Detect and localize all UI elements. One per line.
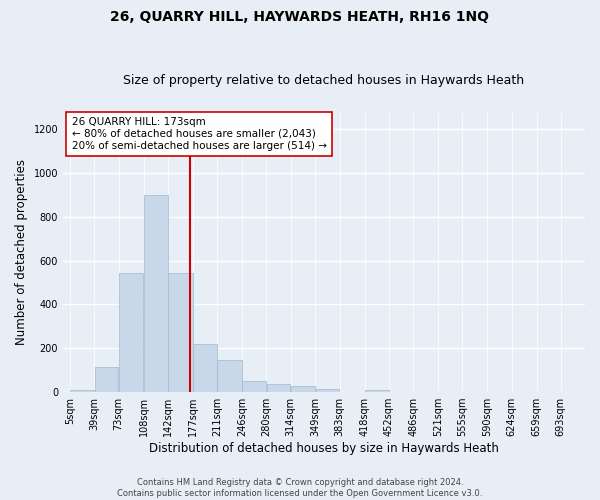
Text: 26, QUARRY HILL, HAYWARDS HEATH, RH16 1NQ: 26, QUARRY HILL, HAYWARDS HEATH, RH16 1N…: [110, 10, 490, 24]
Title: Size of property relative to detached houses in Haywards Heath: Size of property relative to detached ho…: [124, 74, 524, 87]
X-axis label: Distribution of detached houses by size in Haywards Heath: Distribution of detached houses by size …: [149, 442, 499, 455]
Bar: [266, 384, 290, 392]
Text: 26 QUARRY HILL: 173sqm
← 80% of detached houses are smaller (2,043)
20% of semi-: 26 QUARRY HILL: 173sqm ← 80% of detached…: [71, 118, 326, 150]
Bar: [144, 195, 167, 392]
Bar: [168, 272, 193, 392]
Bar: [365, 390, 389, 392]
Bar: [217, 360, 242, 392]
Bar: [242, 381, 266, 392]
Bar: [193, 344, 217, 392]
Text: Contains HM Land Registry data © Crown copyright and database right 2024.
Contai: Contains HM Land Registry data © Crown c…: [118, 478, 482, 498]
Y-axis label: Number of detached properties: Number of detached properties: [15, 159, 28, 345]
Bar: [95, 367, 118, 392]
Bar: [70, 390, 94, 392]
Bar: [119, 272, 143, 392]
Bar: [316, 389, 340, 392]
Bar: [291, 386, 315, 392]
